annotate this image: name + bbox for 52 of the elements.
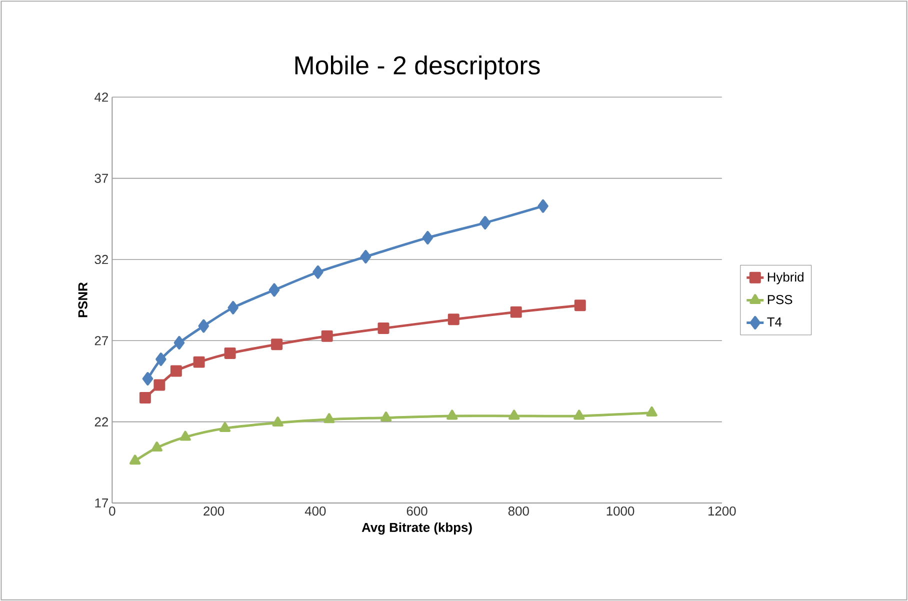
- point: [448, 314, 460, 326]
- point: [198, 319, 209, 333]
- legend-label: T4: [767, 317, 782, 326]
- point: [271, 338, 283, 350]
- point: [156, 352, 166, 366]
- point: [574, 410, 585, 420]
- y-tick-label: 27: [94, 336, 108, 346]
- x-tick-label: 800: [508, 506, 529, 516]
- point: [360, 250, 372, 264]
- point: [321, 330, 333, 342]
- point: [224, 347, 236, 359]
- point: [268, 283, 280, 297]
- point: [170, 365, 182, 377]
- point: [574, 300, 586, 312]
- x-tick-label: 0: [109, 506, 116, 516]
- point: [193, 356, 205, 368]
- y-tick-label: 22: [94, 417, 108, 426]
- x-tick-label: 1200: [708, 506, 736, 516]
- point: [154, 379, 166, 391]
- point: [180, 430, 191, 441]
- point: [219, 422, 231, 432]
- point: [174, 336, 185, 350]
- x-tick-label: 200: [204, 506, 224, 516]
- legend-label: PSS: [768, 294, 792, 304]
- point: [510, 306, 522, 318]
- point: [142, 372, 154, 386]
- point: [446, 410, 458, 420]
- point: [646, 406, 658, 416]
- x-axis-title: Avg Bitrate (kbps): [362, 522, 472, 535]
- point: [139, 392, 151, 404]
- x-tick-label: 600: [406, 506, 428, 516]
- point: [538, 199, 548, 213]
- point: [272, 416, 284, 426]
- point: [508, 410, 520, 420]
- legend-label: Hybrid: [768, 272, 804, 284]
- x-tick-label: 400: [304, 506, 326, 516]
- point: [228, 300, 238, 314]
- point: [151, 441, 162, 452]
- y-axis-title: PSNR: [78, 282, 88, 318]
- point: [324, 413, 335, 424]
- point: [380, 411, 392, 422]
- chart-title: Mobile - 2 descriptors: [295, 55, 540, 80]
- y-tick-label: 37: [94, 174, 108, 183]
- point: [378, 322, 390, 334]
- point: [422, 230, 434, 244]
- point: [480, 216, 490, 230]
- y-tick-label: 42: [94, 92, 108, 102]
- point: [312, 265, 324, 279]
- y-tick-label: 17: [95, 498, 108, 508]
- point: [129, 454, 141, 465]
- y-tick-label: 32: [94, 254, 108, 264]
- x-tick-label: 1000: [606, 506, 634, 516]
